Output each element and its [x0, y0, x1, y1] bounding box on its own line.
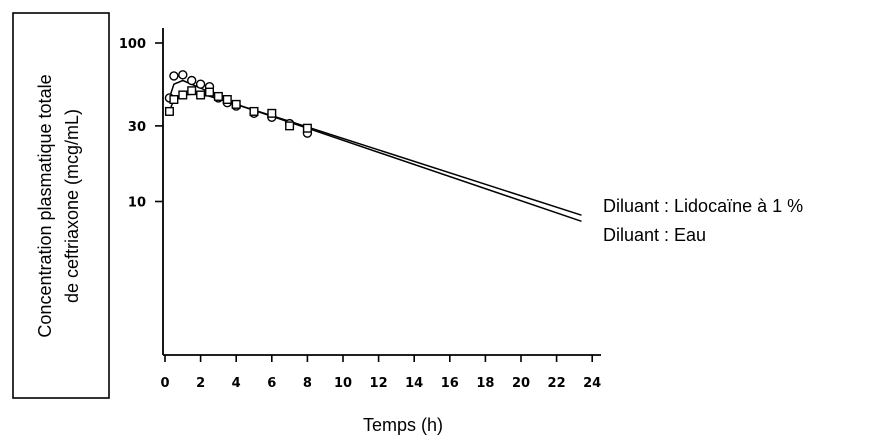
- data-point-square: [222, 95, 232, 105]
- data-point-square: [187, 86, 197, 96]
- x-tick-label-12: 12: [370, 376, 388, 391]
- x-tick-label-20: 20: [512, 376, 530, 391]
- ylabel-box: [12, 12, 110, 399]
- y-ticks: 100 30 10: [119, 37, 163, 211]
- x-tick-label-8: 8: [303, 376, 312, 391]
- data-point-square: [302, 123, 312, 133]
- ylabel-line-2: de ceftriaxone (mcg/mL): [62, 109, 82, 303]
- data-point-square: [178, 90, 188, 100]
- x-tick-label-24: 24: [583, 376, 601, 391]
- series-points: [164, 70, 313, 138]
- data-point-circle: [169, 71, 179, 81]
- y-tick-label-100: 100: [119, 37, 146, 52]
- x-tick-label-6: 6: [267, 376, 276, 391]
- x-tick-label-10: 10: [334, 376, 352, 391]
- legend-eau: Diluant : Eau: [603, 225, 706, 245]
- x-tick-label-2: 2: [196, 376, 205, 391]
- x-ticks: 0 2 4 6 8 10 12 14 16 18 20 22 24: [160, 355, 601, 391]
- data-point-square: [204, 87, 214, 97]
- data-point-circle: [195, 79, 206, 89]
- data-point-square: [164, 106, 174, 116]
- legend-lidocaine: Diluant : Lidocaïne à 1 %: [603, 196, 803, 216]
- data-point-square: [285, 121, 295, 131]
- x-tick-label-22: 22: [548, 376, 566, 391]
- x-tick-label-14: 14: [405, 376, 423, 391]
- x-tick-label-0: 0: [160, 376, 169, 391]
- data-point-square: [169, 95, 179, 105]
- y-tick-label-10: 10: [128, 196, 146, 211]
- data-point-square: [213, 91, 223, 101]
- x-tick-label-16: 16: [441, 376, 459, 391]
- x-tick-label-4: 4: [232, 376, 241, 391]
- x-tick-label-18: 18: [476, 376, 494, 391]
- ylabel-line-1: Concentration plasmatique totale: [35, 74, 55, 337]
- data-point-square: [249, 106, 259, 116]
- y-tick-label-30: 30: [128, 120, 146, 135]
- series-line-square: [168, 92, 582, 223]
- data-point-circle: [186, 75, 197, 86]
- x-axis-label: Temps (h): [363, 415, 443, 435]
- data-point-square: [231, 99, 241, 109]
- data-point-circle: [178, 70, 188, 80]
- data-point-square: [196, 90, 206, 100]
- data-point-square: [267, 108, 277, 118]
